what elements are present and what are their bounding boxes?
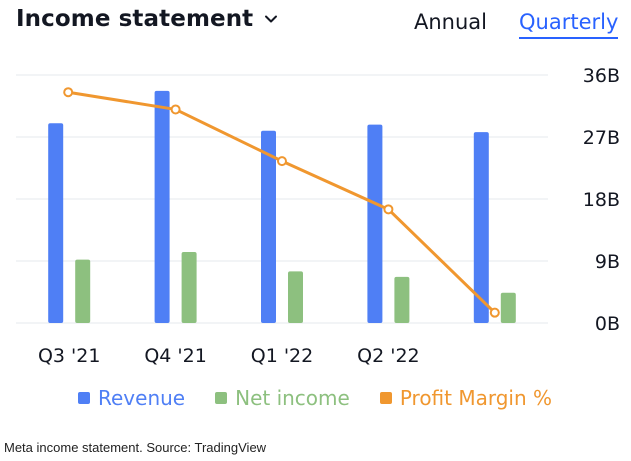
profit-margin-line [67, 90, 496, 314]
profit-margin-point [489, 307, 500, 318]
profit-margin-point [170, 104, 181, 115]
income-chart: 36B 27B 18B 9B 0B Q3 '21 Q4 '21 Q1 '22 Q2 '22 [16, 65, 620, 367]
net-income-bar [75, 259, 91, 323]
y-tick-label: 18B [583, 189, 620, 211]
statement-type-selector[interactable]: Income statement [16, 6, 279, 32]
revenue-bar [154, 90, 170, 323]
chevron-down-icon [265, 15, 278, 23]
legend-item-profit-margin[interactable]: Profit Margin % [379, 386, 553, 410]
x-tick-label: Q4 '21 [144, 345, 206, 367]
profit-margin-point [63, 87, 74, 98]
legend-item-revenue[interactable]: Revenue [78, 386, 185, 410]
profit-margin-point [383, 204, 394, 215]
net-income-bar [288, 271, 303, 323]
legend-swatch-profit-margin [379, 392, 392, 404]
x-tick-label: Q3 '21 [38, 345, 100, 367]
x-tick-label: Q2 '22 [357, 345, 419, 367]
tab-quarterly[interactable]: Quarterly [519, 10, 619, 39]
legend-swatch-revenue [78, 392, 90, 404]
net-income-bar [181, 252, 197, 323]
y-tick-label: 9B [595, 251, 620, 273]
x-tick-label: Q1 '22 [251, 345, 313, 367]
legend-swatch-net-income [215, 392, 228, 404]
figure-caption: Meta income statement. Source: TradingVi… [4, 440, 267, 455]
profit-margin-point [277, 156, 287, 167]
y-tick-label: 27B [583, 127, 620, 149]
legend-label-net-income: Net income [235, 386, 350, 410]
legend-label-profit-margin: Profit Margin % [399, 386, 553, 410]
chart-title: Income statement [16, 6, 254, 32]
y-tick-label: 0B [595, 313, 620, 335]
revenue-bar [48, 123, 64, 323]
y-tick-label: 36B [583, 65, 620, 87]
revenue-bar [473, 132, 489, 323]
chart-legend: Revenue Net income Profit Margin % [78, 386, 552, 410]
revenue-bar [261, 130, 276, 323]
legend-item-net-income[interactable]: Net income [215, 386, 350, 410]
legend-label-revenue: Revenue [98, 386, 186, 410]
net-income-bar [394, 276, 410, 323]
revenue-bar [367, 124, 383, 323]
net-income-bar [500, 292, 516, 323]
chart-header: Income statement Annual Quarterly [0, 0, 631, 50]
tab-annual[interactable]: Annual [414, 10, 487, 34]
